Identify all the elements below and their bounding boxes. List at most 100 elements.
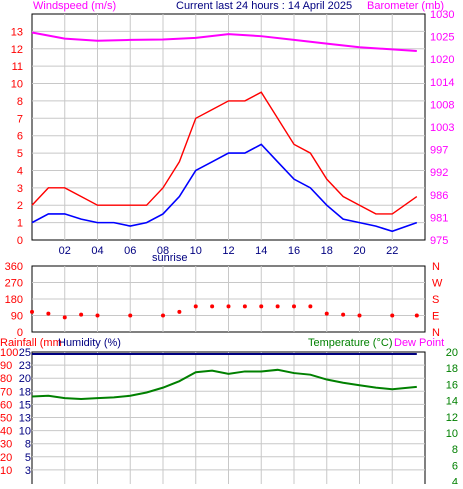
- windspeed-tick-label: 1: [17, 218, 23, 230]
- windspeed-line: [31, 143, 418, 233]
- windspeed-tick-label: 5: [17, 148, 23, 160]
- barometer-tick-label: 975: [430, 235, 448, 247]
- temperature-axis-label: Temperature (°C): [308, 337, 392, 349]
- rainfall-tick-label: 30: [0, 439, 12, 451]
- windspeed-tick-label: 8: [17, 96, 23, 108]
- windspeed-tick-label: 11: [12, 61, 23, 73]
- windspeed-tick-label: 4: [17, 165, 23, 177]
- rainfall-tick-label: 80: [0, 373, 12, 385]
- direction-point: [242, 304, 247, 309]
- chart-title: Current last 24 hours : 14 April 2025: [176, 0, 352, 12]
- wind-barometer-panel: Windspeed (m/s) Current last 24 hours : …: [11, 0, 455, 264]
- direction-degree-labels: 360 270 180 90 0: [5, 261, 23, 339]
- temperature-tick-label: 10: [446, 428, 458, 440]
- direction-degree-label: 0: [17, 327, 23, 339]
- hour-tick-label: 06: [124, 245, 136, 257]
- direction-point: [210, 304, 215, 309]
- hour-tick-label: 20: [353, 245, 365, 257]
- direction-point: [193, 304, 198, 309]
- humidity-tick-label: 18: [19, 386, 31, 398]
- direction-point: [161, 313, 165, 318]
- compass-label: E: [432, 311, 439, 323]
- barometer-tick-label: 997: [430, 145, 448, 157]
- temperature-tick-label: 4: [452, 477, 458, 484]
- direction-point: [30, 309, 34, 314]
- direction-point: [177, 309, 182, 314]
- direction-point: [46, 311, 51, 316]
- temperature-tick-label: 6: [452, 460, 458, 472]
- windspeed-tick-label: 13: [11, 26, 23, 38]
- windspeed-tick-label: 2: [17, 200, 23, 212]
- windspeed-tick-label: 10: [11, 79, 23, 91]
- hour-tick-labels: 02 04 06 08 10 12 14 16 18 20 22: [59, 245, 399, 257]
- sunrise-marker: sunrise: [152, 252, 187, 264]
- barometer-tick-label: 1030: [430, 9, 454, 21]
- direction-point: [357, 313, 362, 318]
- direction-degree-label: 180: [5, 294, 23, 306]
- temperature-tick-label: 12: [446, 412, 458, 424]
- barometer-tick-label: 1008: [430, 99, 454, 111]
- dewpoint-axis-label: Dew Point: [394, 337, 444, 349]
- direction-degree-label: 90: [11, 311, 23, 323]
- direction-point: [414, 313, 419, 318]
- humidity-tick-label: 5: [25, 452, 31, 464]
- compass-label: N: [432, 261, 440, 273]
- wind-direction-points: [30, 304, 419, 320]
- humidity-tick-label: 10: [19, 426, 31, 438]
- rainfall-tick-label: 10: [0, 465, 12, 477]
- humidity-tick-label: 20: [19, 373, 31, 385]
- barometer-tick-label: 981: [430, 212, 448, 224]
- rainfall-tick-label: 70: [0, 386, 12, 398]
- rainfall-axis-label: Rainfall (mm: [0, 337, 62, 349]
- direction-degree-label: 270: [5, 278, 23, 290]
- windspeed-axis-label: Windspeed (m/s): [33, 0, 116, 12]
- humidity-tick-label: 8: [25, 439, 31, 451]
- barometer-axis-label: Barometer (mb): [367, 0, 444, 12]
- direction-point: [390, 313, 395, 318]
- humidity-tick-label: 3: [25, 465, 31, 477]
- direction-point: [259, 304, 264, 309]
- compass-label: S: [432, 294, 439, 306]
- barometer-tick-labels: 975 981 986 992 997 1003 1008 1014 1020 1025 1030: [430, 9, 454, 247]
- direction-point: [62, 315, 67, 320]
- direction-point: [79, 312, 84, 317]
- windspeed-tick-label: 0: [17, 235, 23, 247]
- direction-degree-label: 360: [5, 261, 23, 273]
- hour-tick-label: 14: [255, 245, 267, 257]
- panel2-grid: [32, 266, 425, 332]
- compass-label: N: [432, 327, 440, 339]
- rainfall-tick-label: 60: [0, 399, 12, 411]
- direction-point: [95, 313, 100, 318]
- hour-tick-label: 10: [190, 245, 202, 257]
- temperature-tick-label: 8: [452, 444, 458, 456]
- barometer-tick-label: 1014: [430, 77, 454, 89]
- barometer-line: [31, 31, 417, 52]
- hour-tick-label: 22: [386, 245, 398, 257]
- humidity-tick-label: 13: [19, 413, 31, 425]
- temp-humidity-panel: Rainfall (mm Humidity (%) Temperature (°…: [0, 337, 458, 489]
- hour-tick-label: 08: [157, 245, 169, 257]
- direction-point: [308, 304, 313, 309]
- humidity-tick-label: 23: [19, 360, 31, 372]
- gust-line: [31, 91, 418, 215]
- direction-point: [275, 304, 280, 309]
- rainfall-tick-label: 20: [0, 452, 12, 464]
- temperature-tick-label: 20: [446, 347, 458, 359]
- barometer-tick-label: 992: [430, 167, 448, 179]
- humidity-axis-label: Humidity (%): [58, 337, 121, 349]
- hour-tick-label: 18: [321, 245, 333, 257]
- temperature-tick-label: 14: [446, 396, 458, 408]
- humidity-tick-label: 15: [19, 399, 31, 411]
- temperature-tick-label: 18: [446, 363, 458, 375]
- rainfall-tick-label: 100: [0, 347, 18, 359]
- windspeed-tick-label: 6: [17, 131, 23, 143]
- hour-tick-label: 04: [91, 245, 103, 257]
- temperature-tick-labels: 20 18 16 14 12 10 8 6 4: [446, 347, 458, 489]
- barometer-tick-label: 1020: [430, 54, 454, 66]
- hour-tick-label: 12: [222, 245, 234, 257]
